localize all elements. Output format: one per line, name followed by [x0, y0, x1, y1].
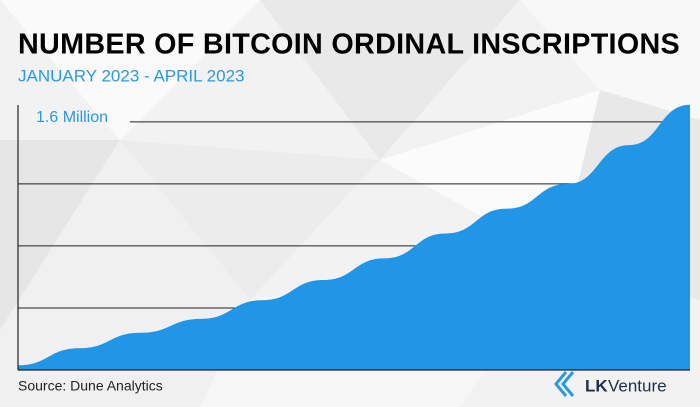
- y-tick-label: 1.6 Million: [36, 109, 108, 126]
- brand-logo: LK Venture: [554, 371, 667, 397]
- brand-name: Venture: [608, 376, 667, 395]
- source: Source: Dune Analytics: [18, 378, 163, 394]
- plot: 1.6 Million: [18, 104, 690, 371]
- area: [18, 104, 690, 371]
- chart-subtitle: JANUARY 2023 - APRIL 2023: [18, 66, 245, 85]
- chart-title: NUMBER OF BITCOIN ORDINAL INSCRIPTIONS: [18, 29, 680, 61]
- brand-mark: LK: [585, 376, 608, 395]
